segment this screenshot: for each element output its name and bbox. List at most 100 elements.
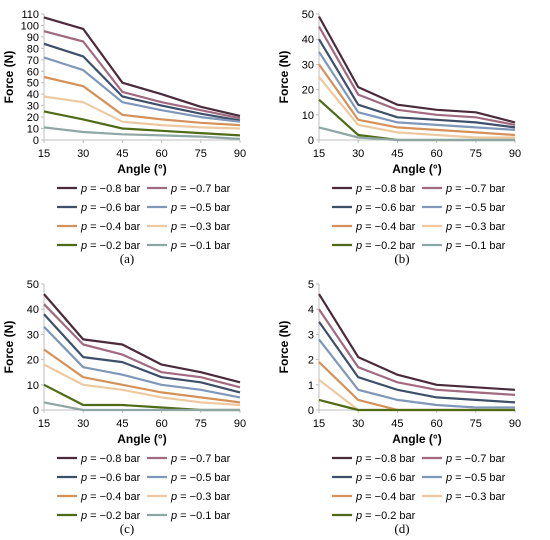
y-tick-label: 110 bbox=[21, 9, 39, 21]
x-tick-label: 60 bbox=[430, 148, 442, 160]
y-tick-label: 10 bbox=[27, 380, 39, 392]
legend-entry: p = −0.8 bar bbox=[80, 453, 141, 465]
series-line-p-06-c bbox=[43, 313, 241, 394]
legend-entry: p = −0.4 bar bbox=[355, 221, 416, 233]
y-tick-label: 30 bbox=[27, 101, 39, 113]
legend-entry: p = −0.7 bar bbox=[170, 183, 231, 195]
y-tick-label: 20 bbox=[27, 355, 39, 367]
panel-label: (d) bbox=[394, 521, 409, 536]
legend-entry: p = −0.8 bar bbox=[80, 183, 141, 195]
legend-entry: p = −0.5 bar bbox=[170, 472, 231, 484]
y-tick-label: 40 bbox=[302, 34, 314, 46]
series-line-p-03-d bbox=[318, 378, 515, 412]
series-line-p-05-a bbox=[43, 56, 241, 123]
x-tick-label: 90 bbox=[509, 418, 521, 430]
y-tick-label: 2 bbox=[308, 355, 314, 367]
x-tick-label: 75 bbox=[470, 148, 482, 160]
series-line-p-07-d bbox=[318, 308, 516, 396]
y-tick-label: 50 bbox=[27, 78, 39, 90]
series-line-p-05-d bbox=[318, 338, 515, 409]
series-line-p-04-c bbox=[43, 348, 241, 404]
series-line-p-05-c bbox=[43, 326, 241, 399]
panel-label: (b) bbox=[394, 251, 409, 266]
legend-entry: p = −0.4 bar bbox=[80, 221, 141, 233]
legend-entry: p = −0.2 bar bbox=[80, 510, 141, 522]
legend-entry: p = −0.6 bar bbox=[355, 202, 416, 214]
y-tick-label: 30 bbox=[302, 59, 314, 71]
y-axis-title: Force (N) bbox=[2, 51, 16, 104]
legend-entry: p = −0.4 bar bbox=[80, 491, 141, 503]
series-line-p-04-a bbox=[43, 75, 241, 127]
y-tick-label: 1 bbox=[308, 380, 314, 392]
y-axis-title: Force (N) bbox=[277, 321, 291, 374]
x-tick-label: 15 bbox=[313, 418, 325, 430]
series-line-p-06-b bbox=[318, 38, 516, 129]
y-tick-label: 100 bbox=[21, 20, 39, 32]
x-tick-label: 45 bbox=[116, 148, 128, 160]
panel-label: (c) bbox=[120, 521, 134, 536]
legend-entry: p = −0.2 bar bbox=[80, 240, 141, 252]
panel-d: 0 1 2 3 4 5 15 30 45 60 75 90 Angle (°) Force (N) p = … bbox=[275, 270, 550, 540]
legend-entry: p = −0.3 bar bbox=[445, 491, 506, 503]
y-tick-label: 40 bbox=[27, 304, 39, 316]
y-tick-label: 20 bbox=[27, 112, 39, 124]
series-line-p-01-a bbox=[43, 126, 241, 140]
x-tick-label: 90 bbox=[234, 148, 246, 160]
series-line-p-03-c bbox=[43, 363, 241, 407]
chart-b: 0 10 20 30 40 50 15 30 45 60 75 90 Angle (°) Force (N… bbox=[277, 9, 521, 266]
x-axis-title: Angle (°) bbox=[392, 432, 441, 446]
x-axis-title: Angle (°) bbox=[392, 162, 441, 176]
legend-entry: p = −0.7 bar bbox=[170, 453, 231, 465]
legend-entry: p = −0.3 bar bbox=[170, 221, 231, 233]
x-tick-label: 60 bbox=[155, 418, 167, 430]
legend-entry: p = −0.4 bar bbox=[355, 491, 416, 503]
y-tick-label: 70 bbox=[27, 55, 39, 67]
series-line-p-01-c bbox=[43, 401, 240, 412]
y-tick-label: 50 bbox=[27, 279, 39, 291]
x-tick-label: 75 bbox=[195, 418, 207, 430]
x-tick-label: 45 bbox=[391, 148, 403, 160]
y-tick-label: 80 bbox=[27, 43, 39, 55]
x-tick-label: 90 bbox=[234, 418, 246, 430]
legend-entry: p = −0.3 bar bbox=[445, 221, 506, 233]
legend-entry: p = −0.5 bar bbox=[445, 472, 506, 484]
x-tick-label: 30 bbox=[352, 418, 364, 430]
series-line-p-08-c bbox=[43, 293, 241, 384]
x-tick-label: 45 bbox=[116, 418, 128, 430]
panel-label: (a) bbox=[120, 251, 134, 266]
legend-entry: p = −0.6 bar bbox=[80, 202, 141, 214]
y-axis-title: Force (N) bbox=[2, 321, 16, 374]
panel-a: 0 10 20 30 40 50 60 70 80 90 100 110 15 30 45 60 75 90 Ang… bbox=[0, 0, 275, 270]
series-line-p-07-a bbox=[43, 30, 241, 120]
y-tick-label: 90 bbox=[27, 32, 39, 44]
x-tick-label: 45 bbox=[391, 418, 403, 430]
y-tick-label: 40 bbox=[27, 89, 39, 101]
y-tick-label: 10 bbox=[302, 110, 314, 122]
legend-entry: p = −0.7 bar bbox=[445, 183, 506, 195]
panel-c: 0 10 20 30 40 50 15 30 45 60 75 90 Angle (°) Force (N… bbox=[0, 270, 275, 540]
series-line-p-07-c bbox=[43, 303, 241, 389]
y-tick-label: 50 bbox=[302, 9, 314, 21]
x-tick-label: 75 bbox=[195, 148, 207, 160]
x-tick-label: 15 bbox=[38, 418, 50, 430]
series-line-p-03-b bbox=[318, 76, 515, 139]
series-line-p-02-d bbox=[318, 398, 515, 412]
series-line-p-08-b bbox=[318, 15, 516, 124]
x-axis-title: Angle (°) bbox=[117, 162, 166, 176]
chart-c: 0 10 20 30 40 50 15 30 45 60 75 90 Angle (°) Force (N… bbox=[2, 279, 246, 536]
legend-entry: p = −0.3 bar bbox=[170, 491, 231, 503]
y-tick-label: 0 bbox=[33, 405, 39, 417]
y-tick-label: 3 bbox=[308, 329, 314, 341]
legend-entry: p = −0.6 bar bbox=[355, 472, 416, 484]
legend-entry: p = −0.2 bar bbox=[355, 510, 416, 522]
series-line-p-06-d bbox=[318, 321, 516, 404]
x-tick-label: 75 bbox=[470, 418, 482, 430]
series-line-p-08-d bbox=[318, 293, 516, 391]
legend-entry: p = −0.1 bar bbox=[170, 240, 231, 252]
legend-entry: p = −0.8 bar bbox=[355, 453, 416, 465]
x-tick-label: 60 bbox=[430, 418, 442, 430]
y-tick-label: 10 bbox=[27, 124, 39, 136]
x-tick-label: 90 bbox=[509, 148, 521, 160]
